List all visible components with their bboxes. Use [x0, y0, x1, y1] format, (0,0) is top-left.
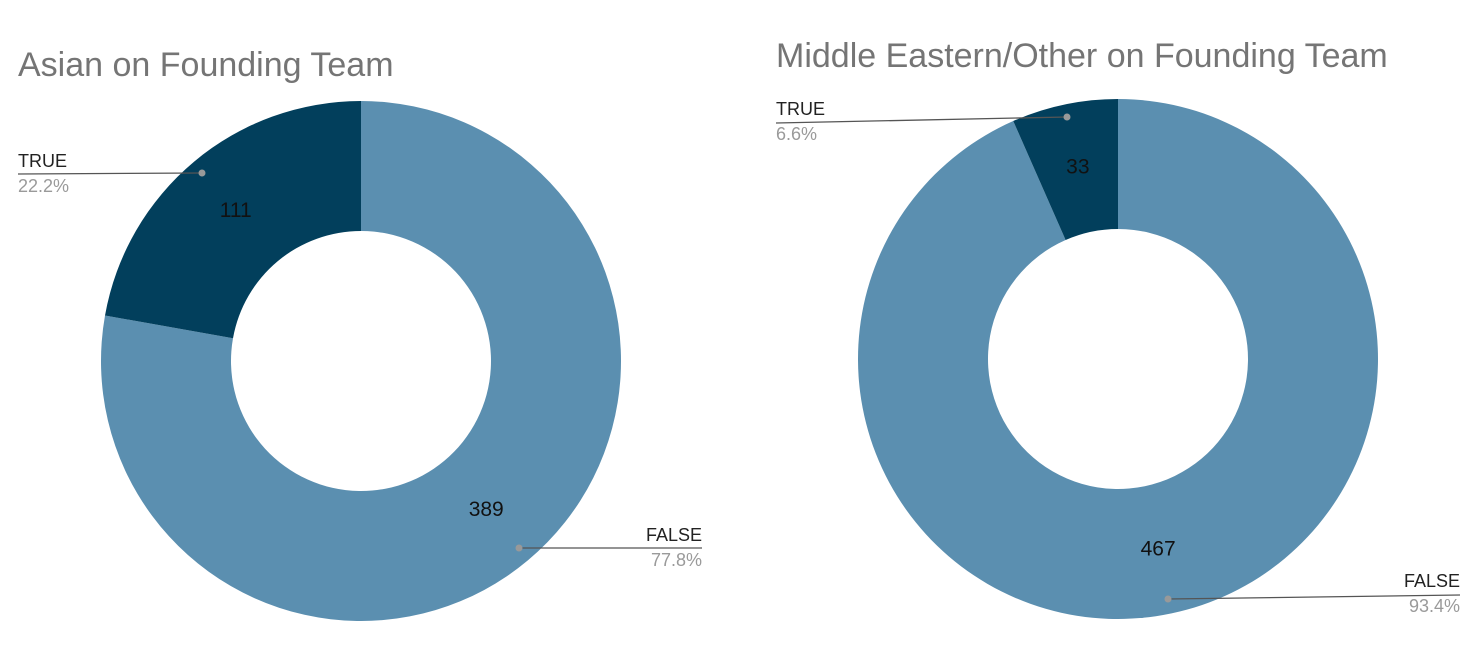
callout-category-true-middle-eastern: TRUE — [776, 99, 825, 119]
leader-dot-false-asian — [515, 544, 523, 552]
slice-true-asian — [105, 101, 361, 339]
slice-false-middle-eastern — [858, 99, 1378, 619]
callout-percent-true-asian: 22.2% — [18, 176, 69, 196]
slice-false-asian — [101, 101, 622, 621]
leader-dot-false-middle-eastern — [1164, 595, 1172, 603]
callout-category-true-asian: TRUE — [18, 151, 67, 171]
donut-chart-asian: Asian on Founding Team 389 111 FALSE 77.8%… — [17, 46, 702, 621]
slice-group-middle-eastern: 467 33 — [858, 99, 1378, 619]
donut-chart-middle-eastern: Middle Eastern/Other on Founding Team 46… — [775, 37, 1461, 619]
callout-category-false-middle-eastern: FALSE — [1404, 571, 1460, 591]
leader-dot-true-middle-eastern — [1063, 113, 1071, 121]
leader-line-false-middle-eastern — [1167, 594, 1461, 600]
slice-value-label-true-middle-eastern: 33 — [1066, 156, 1089, 179]
slice-value-label-false-middle-eastern: 467 — [1141, 537, 1176, 560]
slice-value-label-true-asian: 111 — [220, 199, 252, 222]
slice-value-label-false-asian: 389 — [469, 498, 504, 521]
chart-title-middle-eastern: Middle Eastern/Other on Founding Team — [776, 37, 1388, 75]
chart-title-asian: Asian on Founding Team — [18, 46, 394, 84]
callout-percent-true-middle-eastern: 6.6% — [776, 124, 817, 144]
slice-true-middle-eastern — [1013, 99, 1118, 241]
callout-percent-false-middle-eastern: 93.4% — [1409, 596, 1460, 616]
callout-group-asian: FALSE 77.8% TRUE 22.2% — [17, 151, 702, 570]
leader-dot-true-asian — [198, 169, 206, 177]
callout-percent-false-asian: 77.8% — [651, 550, 702, 570]
callout-category-false-asian: FALSE — [646, 525, 702, 545]
callout-group-middle-eastern: FALSE 93.4% TRUE 6.6% — [775, 99, 1461, 616]
leader-line-true-asian — [17, 172, 203, 175]
slice-group-asian: 389 111 — [101, 101, 622, 621]
leader-line-true-middle-eastern — [775, 116, 1068, 124]
